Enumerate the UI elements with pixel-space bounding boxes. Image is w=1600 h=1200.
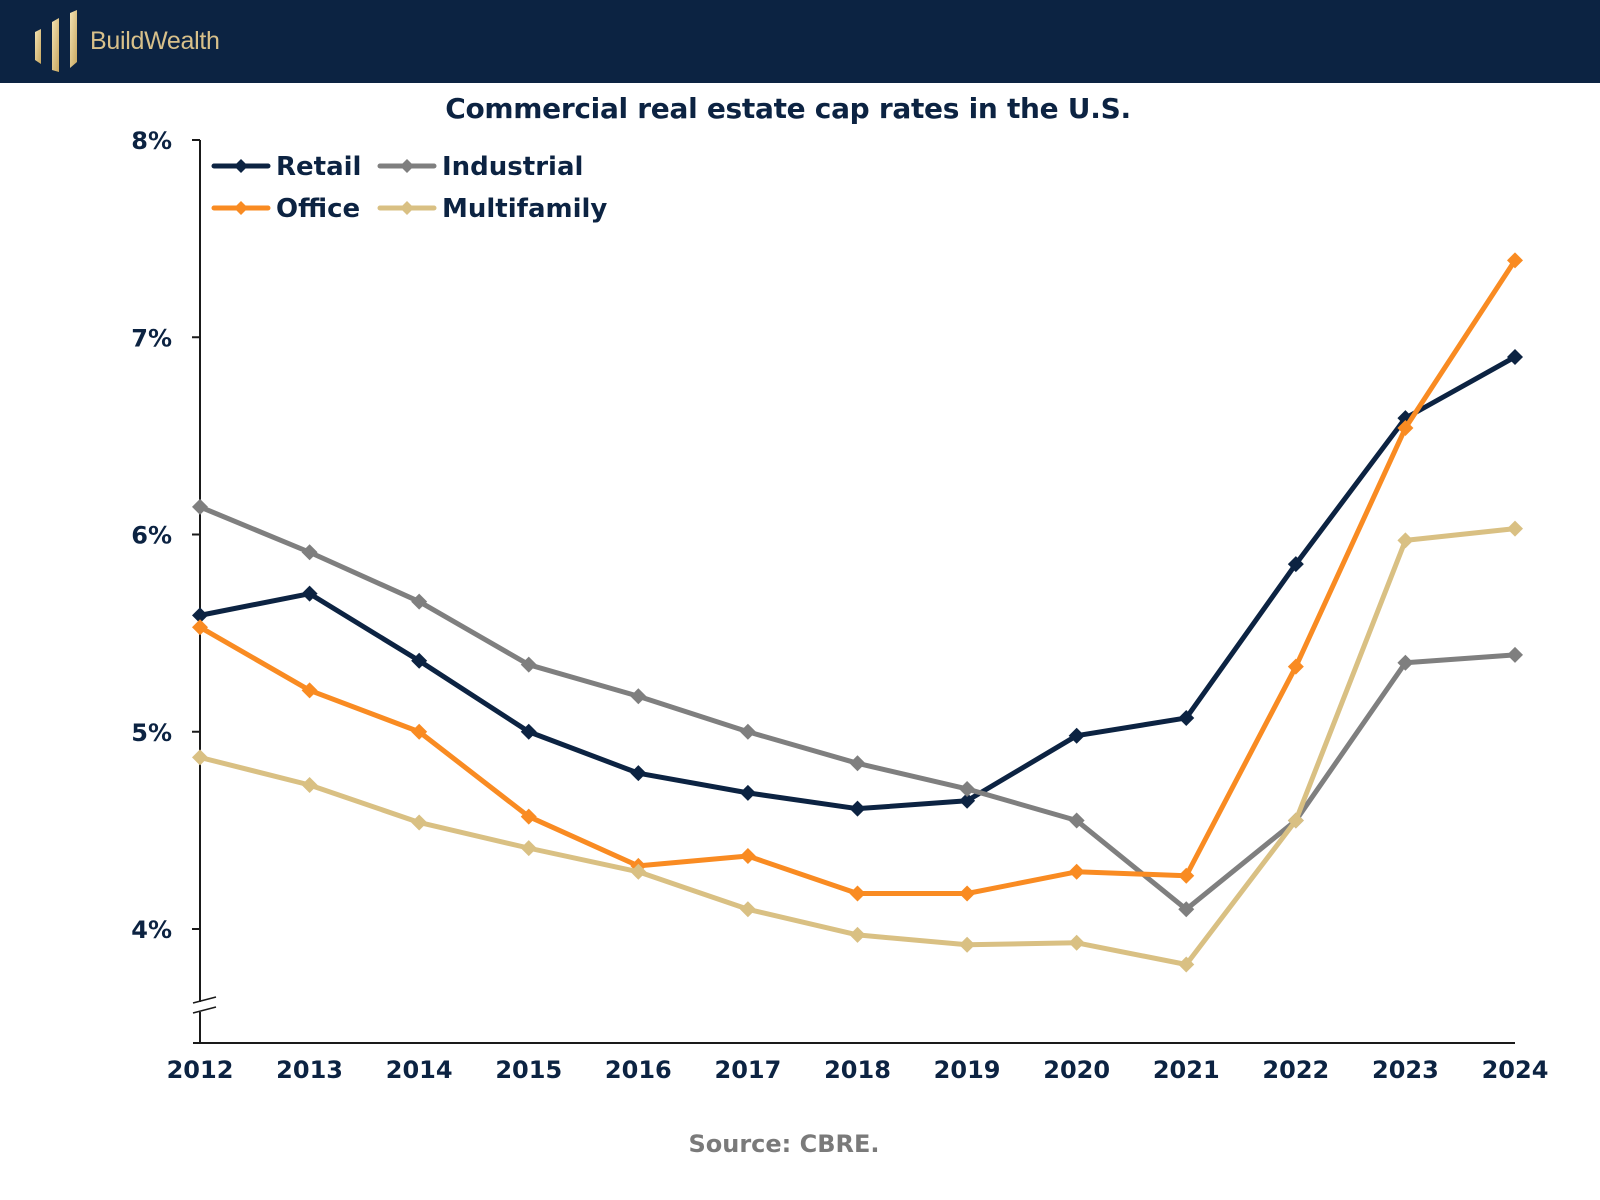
source-note: Source: CBRE. bbox=[688, 1130, 880, 1158]
x-tick-label: 2018 bbox=[824, 1056, 891, 1084]
data-point-multifamily bbox=[1507, 520, 1523, 537]
data-point-industrial bbox=[630, 688, 647, 705]
data-point-office bbox=[520, 808, 537, 825]
data-point-retail bbox=[192, 607, 208, 624]
legend: Retail Industrial Office Multifamily bbox=[211, 152, 607, 224]
data-point-retail bbox=[301, 585, 318, 602]
data-point-industrial bbox=[520, 656, 537, 673]
data-point-multifamily bbox=[301, 777, 318, 794]
data-point-retail bbox=[411, 652, 428, 669]
data-point-office bbox=[192, 619, 208, 636]
axis-break-mark bbox=[192, 1006, 217, 1014]
data-point-office bbox=[411, 723, 428, 740]
data-point-industrial bbox=[1178, 901, 1195, 918]
data-point-retail bbox=[1068, 727, 1085, 744]
data-point-multifamily bbox=[1068, 934, 1085, 951]
data-point-retail bbox=[630, 765, 647, 782]
data-point-office bbox=[739, 848, 756, 865]
series-line-retail bbox=[199, 354, 1517, 812]
brand-name: BuildWealth bbox=[90, 27, 220, 55]
legend-label-multifamily: Multifamily bbox=[442, 194, 607, 224]
data-point-retail bbox=[1507, 348, 1523, 365]
y-tick-label: 8% bbox=[131, 127, 172, 155]
data-point-retail bbox=[849, 800, 866, 817]
legend-marker-multifamily bbox=[400, 201, 414, 215]
data-point-office bbox=[849, 885, 866, 902]
data-point-office bbox=[1068, 863, 1085, 880]
x-tick-label: 2022 bbox=[1262, 1056, 1329, 1084]
chart-title: Commercial real estate cap rates in the … bbox=[445, 92, 1131, 125]
data-point-office bbox=[959, 885, 976, 902]
x-tick-label: 2023 bbox=[1372, 1056, 1439, 1084]
data-point-industrial bbox=[1068, 812, 1085, 829]
legend-item-retail: Retail bbox=[211, 152, 361, 182]
x-tick-label: 2017 bbox=[715, 1056, 782, 1084]
data-point-multifamily bbox=[520, 840, 537, 857]
x-tick-label: 2012 bbox=[167, 1056, 234, 1084]
y-tick-label: 7% bbox=[131, 324, 172, 352]
series-lines bbox=[192, 252, 1523, 973]
data-point-industrial bbox=[1397, 654, 1414, 671]
x-tick-label: 2014 bbox=[386, 1056, 453, 1084]
series-multifamily bbox=[192, 520, 1523, 973]
data-point-multifamily bbox=[1178, 956, 1195, 973]
data-point-retail bbox=[1287, 556, 1304, 573]
x-tick-label: 2021 bbox=[1153, 1056, 1220, 1084]
y-axis-ticks: 4% 5% 6% 7% 8% bbox=[131, 127, 200, 944]
legend-label-industrial: Industrial bbox=[442, 152, 583, 182]
data-point-industrial bbox=[739, 723, 756, 740]
data-point-multifamily bbox=[1287, 812, 1304, 829]
header-bar: BuildWealth bbox=[0, 0, 1600, 83]
legend-label-retail: Retail bbox=[276, 152, 361, 182]
x-axis-ticks: 2012 2013 2014 2015 2016 2017 2018 2019 2020 2021… bbox=[167, 1056, 1549, 1084]
data-point-industrial bbox=[959, 780, 976, 797]
legend-label-office: Office bbox=[276, 194, 360, 224]
legend-item-multifamily: Multifamily bbox=[377, 194, 607, 224]
data-point-retail bbox=[959, 792, 976, 809]
data-point-industrial bbox=[1507, 646, 1523, 663]
axis-break-mark bbox=[192, 996, 217, 1004]
y-tick-label: 5% bbox=[131, 719, 172, 747]
data-point-retail bbox=[1178, 709, 1195, 726]
x-tick-label: 2015 bbox=[495, 1056, 562, 1084]
y-tick-label: 4% bbox=[131, 916, 172, 944]
data-point-office bbox=[301, 682, 318, 699]
x-tick-label: 2019 bbox=[934, 1056, 1001, 1084]
series-line-industrial bbox=[199, 504, 1516, 912]
legend-marker-office bbox=[234, 201, 248, 215]
data-point-multifamily bbox=[739, 901, 756, 918]
data-point-multifamily bbox=[192, 749, 208, 766]
data-point-office bbox=[1287, 658, 1304, 675]
x-tick-label: 2016 bbox=[605, 1056, 672, 1084]
data-point-office bbox=[1178, 867, 1195, 884]
data-point-multifamily bbox=[630, 863, 647, 880]
legend-marker-industrial bbox=[400, 159, 414, 173]
series-office bbox=[192, 252, 1523, 902]
data-point-multifamily bbox=[411, 814, 428, 831]
bar-columns-logo-icon bbox=[35, 10, 77, 72]
legend-item-industrial: Industrial bbox=[377, 152, 583, 182]
series-industrial bbox=[192, 498, 1523, 918]
data-point-industrial bbox=[411, 593, 428, 610]
x-tick-label: 2013 bbox=[276, 1056, 343, 1084]
data-point-multifamily bbox=[1397, 532, 1414, 549]
data-point-industrial bbox=[849, 755, 866, 772]
data-point-office bbox=[1507, 252, 1523, 269]
y-tick-label: 6% bbox=[131, 522, 172, 550]
data-point-retail bbox=[739, 784, 756, 801]
legend-marker-retail bbox=[234, 159, 248, 173]
data-point-office bbox=[1397, 419, 1414, 436]
series-line-office bbox=[198, 258, 1518, 896]
x-tick-label: 2020 bbox=[1043, 1056, 1110, 1084]
data-point-multifamily bbox=[849, 926, 866, 943]
data-point-industrial bbox=[192, 498, 208, 515]
data-point-retail bbox=[520, 723, 537, 740]
x-tick-label: 2024 bbox=[1482, 1056, 1549, 1084]
data-point-industrial bbox=[301, 544, 318, 561]
data-point-multifamily bbox=[959, 936, 976, 953]
axes bbox=[192, 140, 1515, 1044]
legend-item-office: Office bbox=[211, 194, 360, 224]
